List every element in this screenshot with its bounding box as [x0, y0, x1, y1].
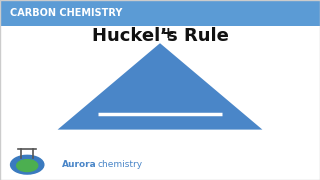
Circle shape [17, 160, 38, 172]
Text: +: + [162, 26, 174, 41]
Text: Huckel’s Rule: Huckel’s Rule [92, 27, 228, 45]
Text: Aurora: Aurora [62, 160, 97, 169]
Bar [0, 0, 320, 26]
Circle shape [11, 155, 44, 174]
Polygon shape [58, 43, 262, 130]
Text: CARBON CHEMISTRY: CARBON CHEMISTRY [10, 8, 122, 18]
Text: chemistry: chemistry [98, 160, 143, 169]
